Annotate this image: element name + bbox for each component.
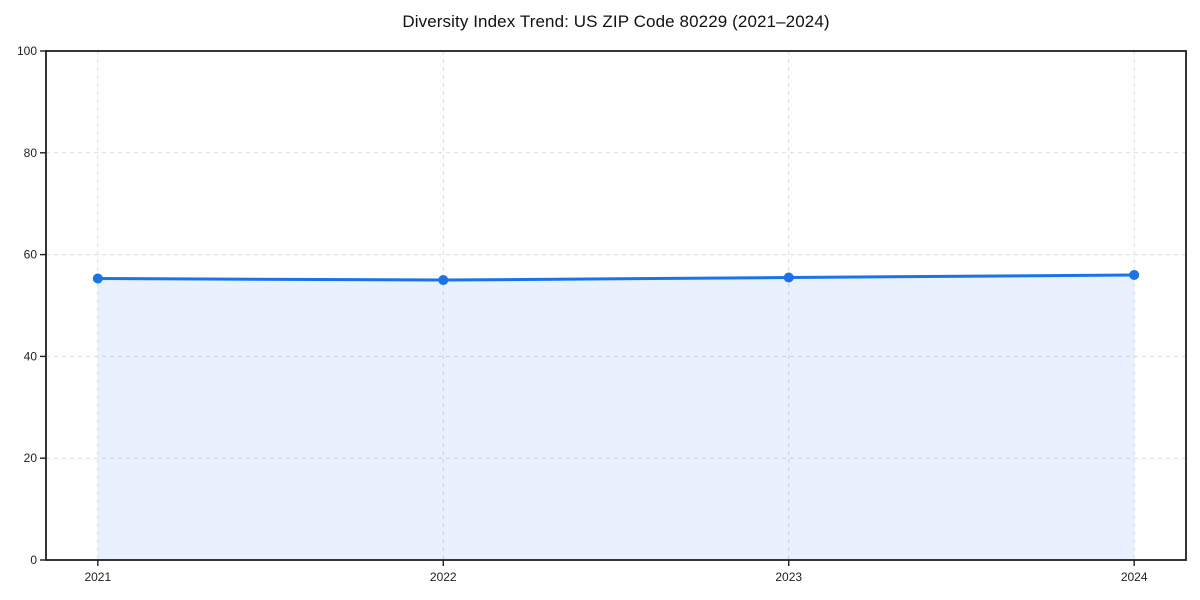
- y-tick-label: 100: [17, 44, 37, 58]
- y-tick-label: 20: [24, 451, 38, 465]
- area-fill: [97, 274, 1135, 560]
- plot-border: [45, 50, 1187, 561]
- y-tick-label: 40: [24, 349, 38, 363]
- x-tick-label: 2024: [1121, 570, 1148, 584]
- data-point-2022: [438, 275, 449, 286]
- chart-title: Diversity Index Trend: US ZIP Code 80229…: [402, 12, 830, 31]
- y-tick-label: 80: [24, 146, 38, 160]
- x-tick-label: 2022: [430, 570, 457, 584]
- data-point-2023: [783, 272, 794, 283]
- x-tick-label: 2021: [84, 570, 111, 584]
- data-point-2021: [92, 273, 103, 284]
- data-point-2024: [1129, 269, 1140, 280]
- x-tick-label: 2023: [775, 570, 802, 584]
- trend-line: [96, 273, 1136, 282]
- y-tick-label: 60: [24, 248, 38, 262]
- y-tick-label: 0: [30, 553, 37, 567]
